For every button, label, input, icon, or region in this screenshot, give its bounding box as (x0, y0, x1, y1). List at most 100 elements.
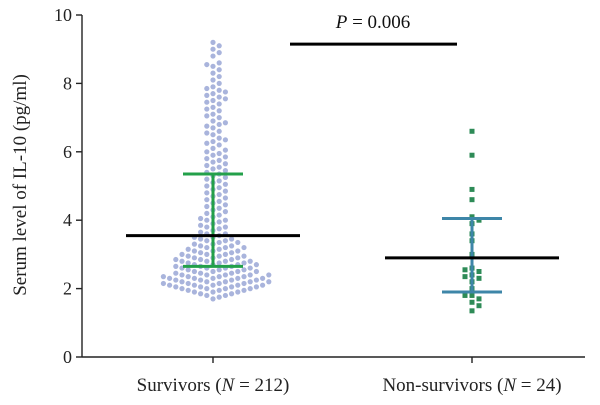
data-point (469, 128, 475, 134)
data-point (198, 222, 204, 228)
data-point (204, 197, 210, 203)
data-point (204, 279, 210, 285)
data-point (229, 256, 235, 263)
data-point (216, 94, 222, 100)
data-point (247, 265, 253, 271)
data-point (210, 46, 216, 52)
data-point (204, 123, 210, 129)
data-point (222, 137, 228, 143)
data-point (476, 296, 482, 302)
data-point (222, 251, 228, 257)
data-point (191, 275, 197, 281)
data-point (198, 250, 204, 256)
data-point (173, 256, 179, 263)
data-point (229, 277, 235, 283)
data-point (222, 272, 228, 278)
data-point (253, 277, 259, 283)
data-point (235, 239, 241, 246)
data-point (216, 157, 222, 163)
p-value-label: P = 0.006 (335, 12, 411, 33)
data-point (179, 258, 185, 264)
data-point (235, 282, 241, 288)
data-point (204, 176, 210, 182)
data-point (198, 291, 204, 297)
data-point (222, 89, 228, 95)
data-point (216, 260, 222, 266)
data-point (173, 284, 179, 290)
data-point (160, 280, 166, 287)
x-category-label-part: = 24) (516, 375, 562, 396)
data-point (235, 248, 241, 254)
data-point (222, 168, 228, 174)
data-point (476, 275, 482, 281)
data-point (204, 224, 210, 230)
data-point (185, 260, 191, 266)
data-point (204, 149, 210, 155)
data-point (216, 50, 222, 56)
data-point (179, 251, 185, 257)
data-point (210, 104, 216, 110)
data-point (210, 138, 216, 145)
data-point (462, 267, 468, 273)
data-point (216, 80, 222, 86)
data-point (216, 287, 222, 293)
data-point (216, 142, 222, 148)
data-point (179, 286, 185, 292)
x-category-label: Survivors (N = 212) (137, 375, 290, 396)
data-point (204, 258, 210, 264)
data-point (204, 113, 210, 119)
data-point (235, 275, 241, 281)
y-tick-label: 8 (63, 73, 72, 93)
data-point (204, 183, 210, 189)
data-point (185, 280, 191, 287)
data-point (216, 198, 222, 204)
data-point (266, 272, 272, 278)
data-point (204, 244, 210, 251)
data-point (216, 205, 222, 211)
data-point (210, 53, 216, 59)
data-point (198, 236, 204, 242)
data-point (469, 299, 475, 305)
data-point (191, 255, 197, 261)
data-point (204, 251, 210, 257)
data-point (185, 253, 191, 259)
data-point (210, 132, 216, 138)
data-point (222, 217, 228, 223)
data-point (462, 292, 468, 298)
data-point (185, 246, 191, 252)
data-point (210, 125, 216, 131)
data-point (216, 121, 222, 128)
data-point (216, 101, 222, 107)
axis-labels: Serum level of IL-10 (pg/ml) (10, 74, 31, 296)
data-point (160, 274, 166, 280)
data-point (216, 185, 222, 191)
data-point (260, 282, 266, 288)
data-point (222, 188, 228, 194)
data-point (204, 162, 210, 169)
x-category-label-part: = 212) (234, 375, 289, 396)
y-tick-label: 10 (54, 5, 72, 25)
p-value-annotation: P = 0.006 (290, 12, 457, 46)
data-point (235, 289, 241, 295)
x-category-label-var: N (502, 375, 517, 396)
data-point (179, 272, 185, 278)
data-point (266, 279, 272, 285)
data-point (222, 202, 228, 208)
data-point (469, 186, 475, 192)
data-point (253, 262, 259, 268)
data-point (204, 106, 210, 112)
data-point (222, 195, 228, 201)
data-point (222, 238, 228, 244)
data-point (216, 294, 222, 300)
data-point (216, 178, 222, 184)
data-point (204, 99, 210, 105)
data-point (241, 280, 247, 287)
data-point (216, 67, 222, 73)
p-value-symbol: P (335, 12, 348, 33)
data-point (198, 284, 204, 290)
data-point (216, 239, 222, 246)
data-point (222, 96, 228, 102)
data-point (469, 292, 475, 298)
data-point (198, 215, 204, 222)
